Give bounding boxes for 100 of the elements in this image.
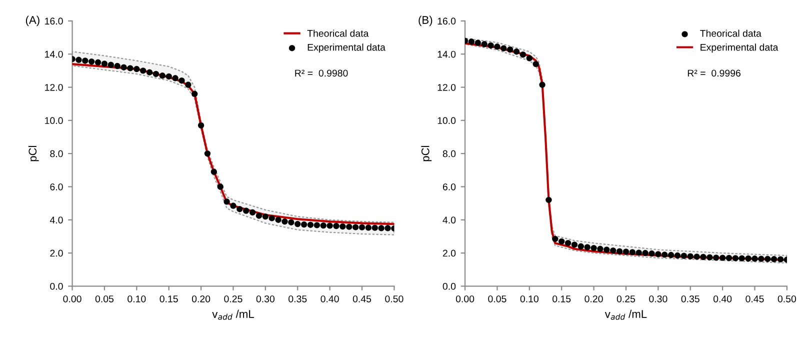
- point: [300, 221, 308, 228]
- point: [204, 150, 211, 157]
- point: [494, 44, 500, 50]
- point: [745, 255, 752, 262]
- x-tick-label: 0.30: [256, 295, 275, 302]
- point: [700, 254, 706, 260]
- y-tick-label: 10.0: [438, 117, 456, 124]
- point: [94, 59, 102, 66]
- y-tick-label: 14.0: [45, 50, 63, 58]
- x-tick-label: 0.05: [95, 295, 114, 302]
- point: [333, 222, 340, 230]
- point: [217, 184, 224, 190]
- x-tick-label: 0.20: [192, 295, 210, 302]
- point: [262, 213, 269, 220]
- point: [340, 223, 346, 230]
- x-tick-label: 0.45: [352, 295, 372, 302]
- point: [770, 256, 778, 262]
- x-tick-label: 0.30: [649, 295, 668, 302]
- point: [346, 224, 352, 230]
- point: [378, 225, 384, 232]
- x-tick-label: 0.35: [288, 295, 307, 302]
- y-tick-label: 8.0: [442, 150, 456, 158]
- point: [520, 51, 526, 58]
- point: [320, 222, 326, 229]
- point: [282, 218, 288, 225]
- point: [352, 224, 359, 230]
- point: [706, 254, 713, 260]
- legend-label: Experimental data: [308, 44, 386, 53]
- point: [552, 236, 558, 242]
- x-tick-label: 0.20: [584, 295, 603, 302]
- x-tick-label: 0.40: [320, 295, 339, 302]
- point: [224, 198, 230, 205]
- point: [546, 196, 552, 204]
- legend-label: Theorical data: [307, 30, 369, 37]
- y-axis-title: pCl: [28, 146, 39, 162]
- point: [88, 58, 95, 65]
- annotation: R² = 0.9980: [295, 70, 348, 77]
- x-axis-title: v$_{add}$ /mL: [604, 310, 647, 320]
- point: [249, 209, 256, 216]
- x-tick-label: 0.50: [778, 295, 796, 302]
- x-tick-label: 0.15: [552, 295, 571, 302]
- x-tick-label: 0.10: [520, 295, 538, 302]
- point: [636, 250, 642, 256]
- point: [513, 48, 520, 55]
- point: [294, 220, 301, 228]
- point: [752, 256, 758, 262]
- x-tick-label: 0.40: [713, 295, 732, 302]
- point: [616, 248, 623, 254]
- y-axis-title: pCl: [421, 146, 432, 162]
- y-tick-label: 8.0: [50, 150, 63, 158]
- point: [101, 60, 108, 67]
- point: [256, 212, 262, 219]
- point: [629, 249, 636, 256]
- point: [120, 64, 127, 70]
- chart-title: (A): [26, 16, 40, 26]
- point: [198, 122, 204, 128]
- x-tick-label: 0.05: [488, 295, 506, 302]
- annotation: R² = 0.9996: [688, 70, 740, 77]
- legend-label: Experimental data: [700, 44, 778, 53]
- point: [384, 225, 391, 232]
- y-tick-label: 14.0: [438, 50, 456, 58]
- x-tick-label: 0.50: [385, 295, 404, 302]
- point: [738, 255, 745, 262]
- y-tick-label: 2.0: [50, 250, 63, 257]
- point: [642, 250, 648, 256]
- point: [192, 90, 198, 97]
- x-tick-label: 0.25: [616, 295, 636, 302]
- point: [680, 252, 688, 259]
- y-tick-label: 12.0: [438, 84, 456, 91]
- point: [604, 246, 610, 253]
- point: [687, 253, 694, 260]
- point: [108, 62, 114, 68]
- y-tick-label: 12.0: [45, 84, 63, 91]
- point: [590, 244, 597, 252]
- x-tick-label: 0.35: [681, 295, 700, 302]
- x-tick-label: 0.45: [746, 295, 764, 302]
- x-axis-title: v$_{add}$ /mL: [212, 310, 254, 320]
- point: [668, 252, 674, 258]
- point: [719, 254, 726, 261]
- point: [764, 256, 771, 262]
- point: [152, 70, 160, 78]
- point: [488, 42, 494, 49]
- point: [622, 248, 630, 255]
- point: [694, 254, 700, 260]
- point: [481, 41, 488, 48]
- point: [185, 82, 192, 88]
- y-tick-label: 2.0: [442, 250, 456, 257]
- point: [610, 247, 616, 254]
- point: [526, 55, 532, 62]
- y-tick-label: 4.0: [50, 216, 63, 224]
- point: [726, 254, 732, 262]
- point: [571, 242, 578, 248]
- point: [584, 244, 590, 250]
- point: [655, 251, 662, 258]
- point: [210, 168, 218, 175]
- point: [662, 252, 668, 258]
- point: [243, 208, 250, 214]
- point: [372, 224, 378, 231]
- point: [597, 246, 604, 252]
- point: [178, 78, 185, 84]
